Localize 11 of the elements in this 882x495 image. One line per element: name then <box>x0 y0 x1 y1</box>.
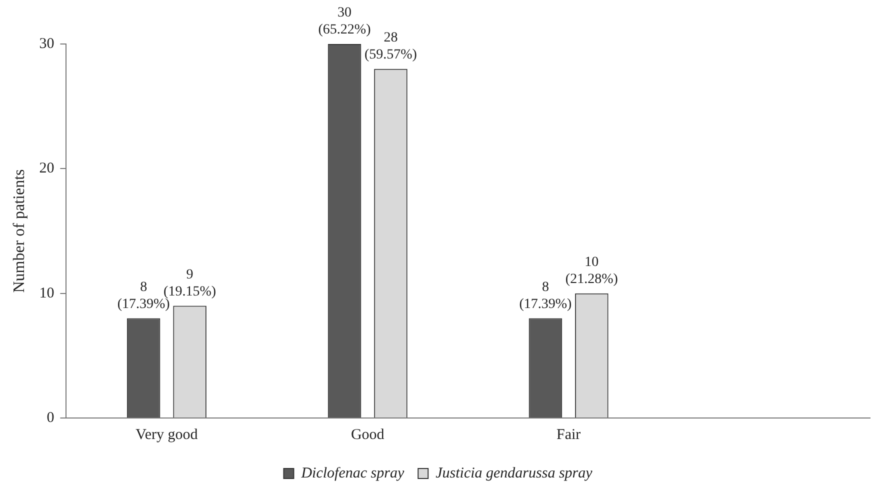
y-tick-label: 10 <box>39 285 54 302</box>
y-tick-label: 20 <box>39 160 54 177</box>
y-axis-title: Number of patients <box>10 169 28 293</box>
legend-label: Justicia gendarussa spray <box>436 465 593 482</box>
legend-label: Diclofenac spray <box>300 465 404 482</box>
data-label: 9 (19.15%) <box>164 267 216 300</box>
x-tick-label: Fair <box>556 426 581 443</box>
y-tick-label: 30 <box>39 36 54 52</box>
y-tick-label: 0 <box>46 410 54 426</box>
x-tick-label: Very good <box>136 426 198 443</box>
x-tick-label: Good <box>350 426 385 443</box>
